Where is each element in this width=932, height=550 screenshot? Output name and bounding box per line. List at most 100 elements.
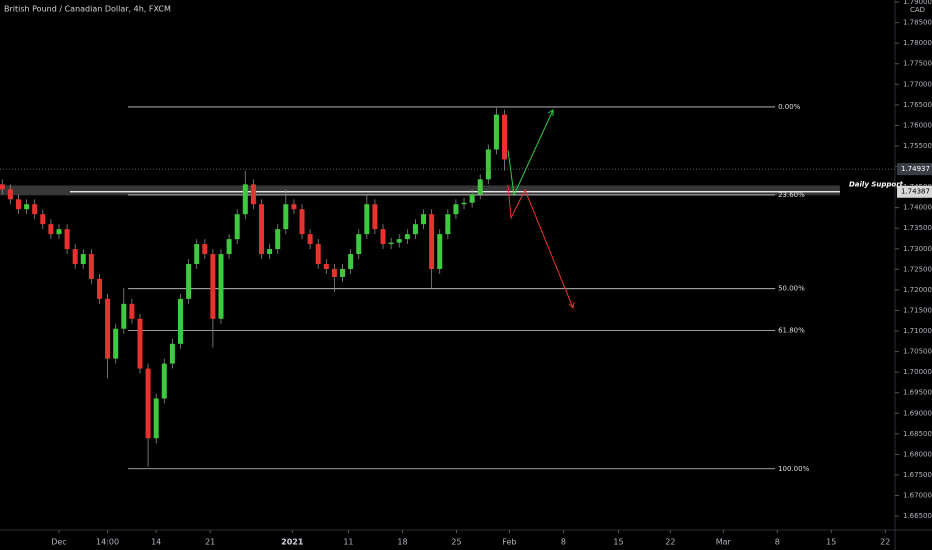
y-tick-label: 1.70500 (903, 348, 932, 356)
candle-body (105, 298, 111, 359)
candle-body (388, 242, 394, 245)
candle-body (129, 303, 135, 319)
candle-body (113, 328, 119, 359)
y-tick-label: 1.74000 (903, 204, 932, 212)
candle-body (429, 214, 435, 269)
y-tick-label: 1.72500 (903, 265, 932, 273)
x-tick-label: 25 (451, 538, 461, 547)
candle-body (145, 368, 151, 439)
candle-body (421, 214, 427, 225)
price-label: 1.74937 (901, 165, 930, 173)
candle-body (210, 254, 216, 319)
candle-body (96, 278, 102, 299)
fib-label: 100.00% (778, 465, 809, 473)
y-tick-label: 1.78000 (903, 39, 932, 47)
x-tick-label: 8 (775, 538, 780, 547)
y-tick-label: 1.69000 (903, 409, 932, 417)
candle-body (242, 184, 248, 215)
candle-body (356, 234, 362, 255)
y-tick-label: 1.68000 (903, 450, 932, 458)
candle-body (234, 214, 240, 240)
candle-body (218, 254, 224, 319)
x-tick-label: Feb (502, 538, 516, 547)
candle-body (24, 204, 30, 210)
candle-body (477, 179, 483, 195)
candle-body (340, 268, 346, 277)
candle-body (331, 268, 337, 277)
candle-body (56, 229, 62, 235)
support-band (0, 185, 840, 196)
candle-body (259, 204, 265, 255)
candle-body (493, 114, 499, 150)
candle-body (202, 244, 208, 255)
candle-body (372, 204, 378, 230)
x-tick-label: 11 (343, 538, 353, 547)
y-tick-label: 1.71500 (903, 306, 932, 314)
y-tick-label: 1.67500 (903, 471, 932, 479)
candle-body (445, 214, 451, 235)
price-label: 1.74387 (901, 188, 930, 196)
candle-body (32, 204, 38, 215)
y-tick-label: 1.68500 (903, 430, 932, 438)
candle-body (437, 234, 443, 269)
candle-body (250, 184, 256, 205)
support-label: Daily Support (849, 180, 904, 188)
y-tick-label: 1.66500 (903, 512, 932, 520)
price-label-box (897, 185, 932, 198)
x-tick-label: 14 (151, 538, 161, 547)
candle-body (48, 224, 54, 235)
y-tick-label: 1.79000 (903, 0, 932, 6)
projection-arrow-up (507, 109, 554, 197)
candle-body (396, 239, 402, 243)
candle-body (315, 244, 321, 264)
candle-body (64, 229, 70, 250)
x-tick-label: 22 (880, 538, 890, 547)
x-tick-label: Dec (51, 538, 66, 547)
y-tick-label: 1.72000 (903, 286, 932, 294)
y-tick-label: 1.76500 (903, 101, 932, 109)
candle-body (161, 363, 167, 399)
candle-body (291, 204, 297, 210)
y-tick-label: 1.71000 (903, 327, 932, 335)
chart-title: British Pound / Canadian Dollar, 4h, FXC… (4, 5, 171, 14)
y-tick-label: 1.69500 (903, 389, 932, 397)
y-tick-label: 1.75500 (903, 142, 932, 150)
candle-body (364, 204, 370, 235)
x-tick-label: Mar (716, 538, 732, 547)
candle-body (15, 199, 21, 210)
candle-body (283, 204, 289, 230)
x-tick-label: 21 (205, 538, 215, 547)
candle-body (0, 184, 5, 190)
candle-body (186, 264, 192, 299)
y-tick-label: 1.77000 (903, 80, 932, 88)
candle-body (485, 149, 491, 180)
x-tick-label: 8 (561, 538, 566, 547)
y-tick-label: 1.67000 (903, 492, 932, 500)
y-tick-label: 1.73000 (903, 245, 932, 253)
candle-body (40, 214, 46, 225)
arrow-head (547, 109, 554, 116)
candle-body (469, 194, 475, 203)
candle-body (453, 204, 459, 215)
projection-arrow-down (507, 184, 574, 309)
fib-label: 23.60% (778, 191, 805, 199)
candle-body (461, 202, 467, 205)
price-label-box (897, 163, 932, 176)
candle-body (502, 114, 508, 160)
candle-body (72, 249, 78, 264)
candle-body (153, 398, 159, 439)
candle-body (404, 234, 410, 240)
candle-body (299, 209, 305, 235)
candle-body (267, 249, 273, 255)
x-tick-label: 15 (613, 538, 623, 547)
y-tick-label: 1.73500 (903, 224, 932, 232)
candle-body (323, 264, 329, 269)
y-tick-label: 1.77500 (903, 60, 932, 68)
candle-body (80, 254, 86, 264)
x-tick-label: 18 (397, 538, 407, 547)
candle-body (121, 303, 127, 329)
y-unit: CAD (910, 6, 925, 14)
candle-body (380, 229, 386, 245)
